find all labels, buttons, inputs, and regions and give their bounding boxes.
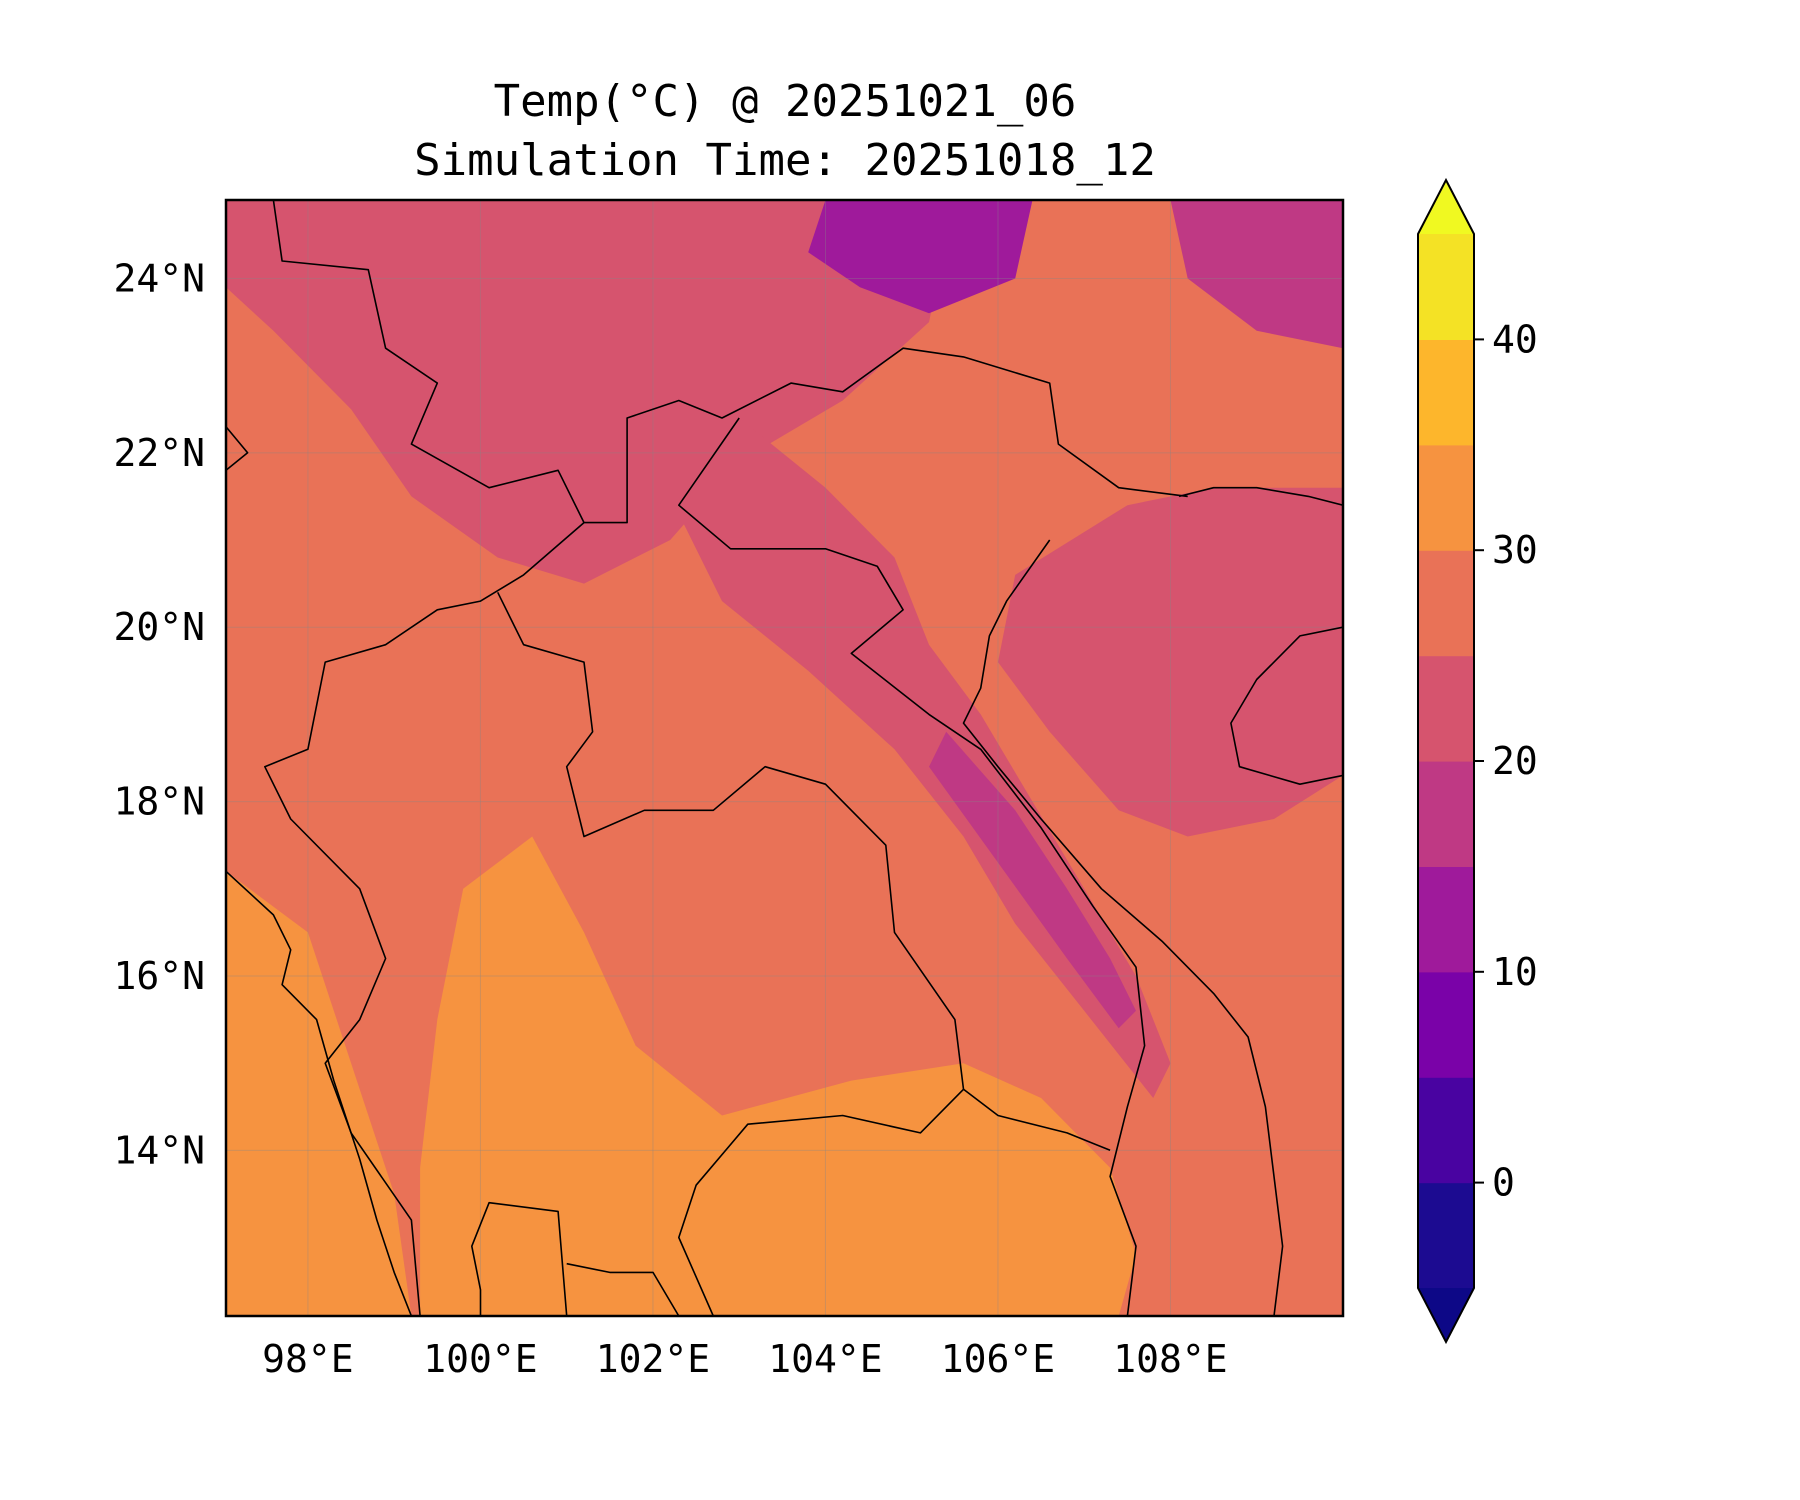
field-region-highlands-cool (226, 200, 955, 584)
coastline-border (678, 417, 1146, 1316)
coastline-border (226, 870, 413, 1316)
colorbar-tick-label: 10 (1492, 950, 1538, 994)
lon-tick-label: 102°E (596, 1337, 710, 1381)
colorbar-outline (1417, 177, 1475, 1345)
gridlines (226, 200, 1343, 1316)
colorbar-segment (1418, 761, 1474, 867)
colorbar: 0 10 20 30 40 (1417, 177, 1538, 1345)
title-line-1: Temp(°C) @ 20251021_06 (494, 76, 1077, 127)
colorbar-segment (1418, 550, 1474, 657)
map-area (224, 198, 1345, 1318)
lon-tick-label: 100°E (423, 1337, 537, 1381)
colorbar-segment (1418, 866, 1474, 973)
lat-tick-label: 22°N (113, 431, 205, 475)
field-region-yunnan-cold-core (808, 200, 1033, 314)
coastline-border (471, 1201, 568, 1316)
colorbar-segment (1418, 444, 1474, 551)
lon-tick-label: 104°E (768, 1337, 882, 1381)
colorbar-segment (1418, 655, 1474, 762)
longitude-tick-labels: 98°E 100°E 102°E 104°E 106°E 108°E (262, 1337, 1228, 1381)
colorbar-tick-label: 20 (1492, 739, 1538, 783)
lon-tick-label: 106°E (941, 1337, 1055, 1381)
lat-tick-label: 18°N (113, 780, 205, 824)
field-region-ne-china-cool (1170, 200, 1343, 349)
temperature-field-regions (226, 200, 1343, 1316)
colorbar-tick-label: 40 (1492, 317, 1538, 361)
lat-tick-label: 24°N (113, 256, 205, 300)
lat-tick-label: 14°N (113, 1128, 205, 1172)
colorbar-tick-label: 30 (1492, 528, 1538, 572)
colorbar-segment (1418, 971, 1474, 1078)
field-region-central-plain (420, 836, 1137, 1316)
field-region-annamite-coldest (929, 731, 1136, 1029)
coastline-border (1178, 486, 1343, 506)
coastline-border (496, 591, 965, 1316)
title-line-2: Simulation Time: 20251018_12 (414, 135, 1156, 186)
coastline-border (1230, 626, 1343, 785)
map-frame (224, 198, 1345, 1318)
colorbar-extend-min (1418, 1288, 1474, 1342)
colorbar-tick-label: 0 (1492, 1161, 1515, 1205)
field-region-west-coast-warm (226, 871, 412, 1316)
colorbar-segment (1418, 1182, 1474, 1289)
coastline-border (566, 1262, 680, 1316)
coastline-border (226, 426, 249, 471)
lon-tick-label: 108°E (1113, 1337, 1227, 1381)
field-region-gulf-tonkin-sea (998, 487, 1343, 837)
coastline-border (962, 539, 1284, 1316)
coastlines-and-borders (226, 200, 1343, 1316)
lon-tick-label: 98°E (262, 1337, 354, 1381)
lat-tick-label: 16°N (113, 954, 205, 998)
coastline-border (264, 521, 585, 1316)
colorbar-extend-max (1418, 180, 1474, 234)
lat-tick-label: 20°N (113, 605, 205, 649)
colorbar-segment (1418, 234, 1474, 340)
coastline-border (963, 1088, 1111, 1152)
colorbar-segment (1418, 339, 1474, 446)
coastline-border (272, 200, 1188, 524)
latitude-tick-labels: 24°N 22°N 20°N 18°N 16°N 14°N (113, 256, 205, 1172)
colorbar-segment (1418, 1077, 1474, 1184)
